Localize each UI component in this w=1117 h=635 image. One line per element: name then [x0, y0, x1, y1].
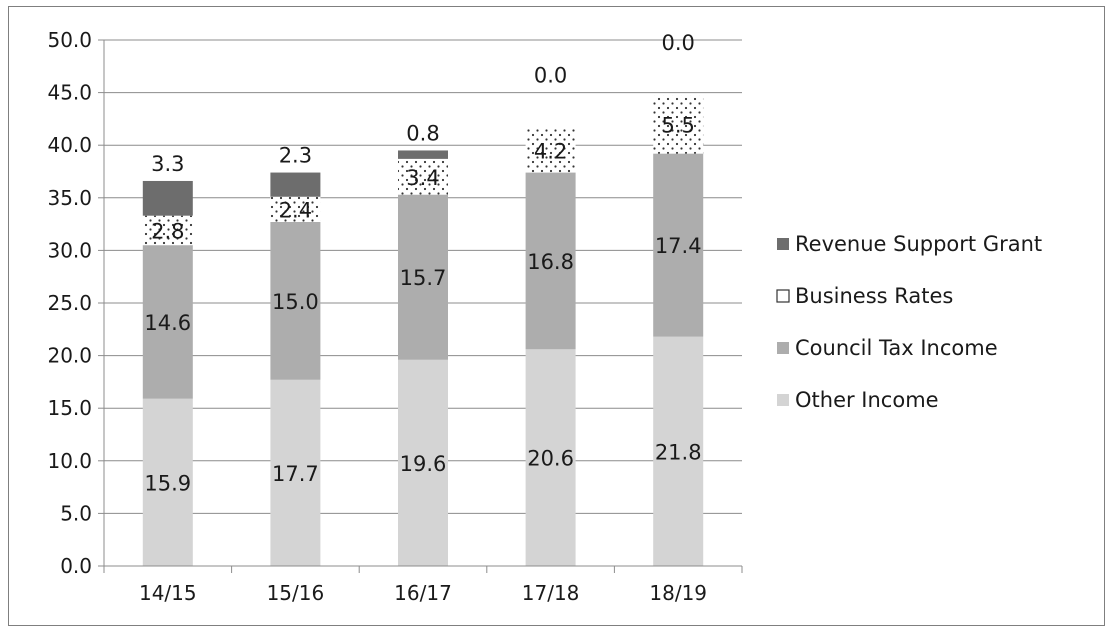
y-tick-label: 10.0: [47, 449, 92, 473]
y-tick-label: 50.0: [47, 28, 92, 52]
bar-council-tax-income-16-17: [398, 194, 448, 360]
data-label-business-rates-17-18: 4.2: [534, 139, 567, 163]
bar-business-rates-14-15: [142, 215, 193, 246]
legend: Revenue Support Grant Business Rates Counc…: [776, 232, 1042, 412]
x-tick-label-16-17: 16/17: [394, 581, 452, 605]
y-tick-label: 35.0: [47, 186, 92, 210]
data-label-business-rates-14-15: 2.8: [151, 219, 184, 243]
chart-frame: 0.0 5.0 10.0 15.0 20.0 25.0 30.0 35.0 40.0 45.0 50…: [8, 6, 1105, 626]
y-tick-label: 45.0: [47, 81, 92, 105]
legend-swatch-business-rates: [776, 289, 790, 303]
legend-label-other-income: Other Income: [795, 388, 939, 412]
stacked-bar-chart: 0.0 5.0 10.0 15.0 20.0 25.0 30.0 35.0 40.0 45.0 50…: [47, 28, 1042, 605]
x-tick-label-14-15: 14/15: [139, 581, 197, 605]
y-tick-label: 30.0: [47, 238, 92, 262]
legend-label-council-tax-income: Council Tax Income: [795, 336, 998, 360]
y-tick-label: 15.0: [47, 396, 92, 420]
data-label-council-tax-income-18-19: 17.4: [655, 234, 702, 258]
y-tick-label: 25.0: [47, 291, 92, 315]
data-label-other-income-15-16: 17.7: [272, 462, 319, 486]
data-label-business-rates-18-19: 5.5: [661, 114, 694, 138]
bar-revenue-support-grant-15-16: [270, 172, 321, 197]
x-tick-label-15-16: 15/16: [267, 581, 325, 605]
legend-label-revenue-support-grant: Revenue Support Grant: [795, 232, 1042, 256]
bar-other-income-18-19: [653, 336, 704, 566]
data-label-business-rates-16-17: 3.4: [406, 166, 439, 190]
data-label-business-rates-15-16: 2.4: [279, 198, 312, 222]
bars: [142, 95, 704, 566]
axes: 0.0 5.0 10.0 15.0 20.0 25.0 30.0 35.0 40.0 45.0 50…: [47, 28, 743, 605]
data-label-other-income-16-17: 19.6: [400, 452, 447, 476]
y-tick-label: 5.0: [60, 501, 92, 525]
bar-revenue-support-grant-14-15: [142, 180, 193, 216]
data-label-council-tax-income-15-16: 15.0: [272, 290, 319, 314]
bar-business-rates-15-16: [270, 196, 321, 222]
legend-item-business-rates: Business Rates: [776, 284, 953, 308]
bar-council-tax-income-15-16: [270, 221, 321, 380]
bar-other-income-16-17: [398, 359, 448, 566]
bar-revenue-support-grant-16-17: [398, 150, 448, 159]
bar-council-tax-income-14-15: [142, 245, 193, 399]
legend-swatch-other-income: [777, 394, 789, 406]
data-label-revenue-support-grant-16-17: 0.8: [406, 121, 439, 145]
data-label-revenue-support-grant-15-16: 2.3: [279, 144, 312, 168]
legend-swatch-revenue-support-grant: [777, 238, 789, 250]
bar-other-income-17-18: [525, 349, 576, 566]
bar-council-tax-income-18-19: [653, 153, 704, 337]
x-tick-label-18-19: 18/19: [649, 581, 707, 605]
y-tick-label: 40.0: [47, 133, 92, 157]
data-label-revenue-support-grant-14-15: 3.3: [151, 152, 184, 176]
y-tick-label: 20.0: [47, 344, 92, 368]
bar-business-rates-16-17: [398, 158, 448, 195]
bar-other-income-15-16: [270, 379, 321, 566]
bar-council-tax-income-17-18: [525, 172, 576, 350]
data-label-revenue-support-grant-17-18: 0.0: [534, 63, 567, 87]
legend-item-revenue-support-grant: Revenue Support Grant: [777, 232, 1042, 256]
data-label-council-tax-income-14-15: 14.6: [144, 311, 191, 335]
legend-item-council-tax-income: Council Tax Income: [777, 336, 998, 360]
legend-label-business-rates: Business Rates: [795, 284, 953, 308]
legend-swatch-council-tax-income: [777, 342, 789, 354]
data-label-other-income-17-18: 20.6: [527, 447, 574, 471]
bar-business-rates-18-19: [653, 95, 704, 154]
data-label-other-income-14-15: 15.9: [144, 471, 191, 495]
bar-other-income-14-15: [142, 398, 193, 566]
legend-item-other-income: Other Income: [777, 388, 939, 412]
bar-business-rates-17-18: [525, 128, 576, 173]
data-labels: 15.9 14.6 2.8 3.3 17.7 15.0 2.4 2.3 19.6 15.7 3.4 0…: [144, 31, 701, 496]
data-label-revenue-support-grant-18-19: 0.0: [661, 31, 694, 55]
data-label-council-tax-income-17-18: 16.8: [527, 250, 574, 274]
y-tick-label: 0.0: [60, 554, 92, 578]
data-label-other-income-18-19: 21.8: [655, 440, 702, 464]
data-label-council-tax-income-16-17: 15.7: [400, 266, 447, 290]
x-tick-label-17-18: 17/18: [522, 581, 580, 605]
